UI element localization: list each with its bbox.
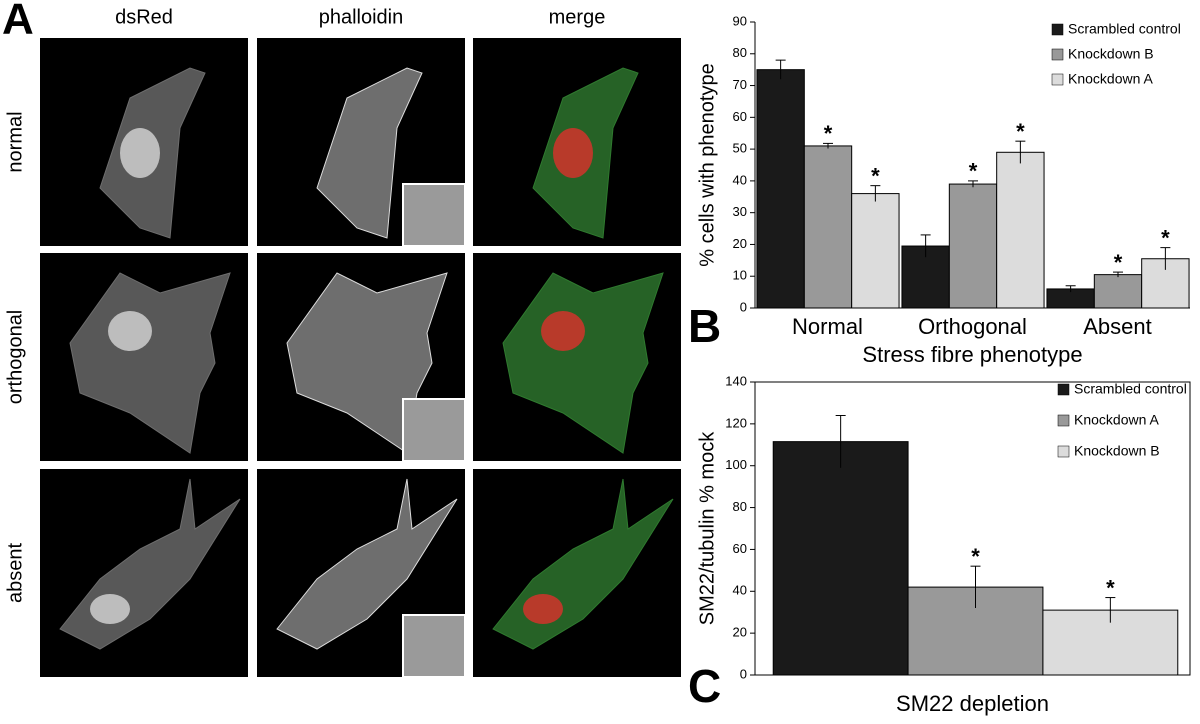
y-tick-label: 60 [733, 541, 747, 556]
x-axis-label: SM22 depletion [896, 691, 1049, 716]
legend-swatch [1057, 383, 1070, 396]
bar [1093, 274, 1143, 309]
significance: * [969, 159, 978, 184]
column-header: merge [549, 6, 606, 28]
nucleus [541, 311, 585, 351]
significance: * [971, 544, 980, 569]
y-tick-label: 50 [733, 141, 747, 156]
cell [502, 272, 664, 454]
y-tick-label: 20 [733, 625, 747, 640]
legend-label: Knockdown A [1074, 412, 1159, 428]
legend-swatch [1051, 48, 1064, 61]
cell [69, 272, 231, 454]
y-tick-label: 40 [733, 583, 747, 598]
y-tick-label: 120 [725, 415, 747, 430]
nucleus [523, 594, 563, 624]
y-tick-label: 80 [733, 45, 747, 60]
panel-label: C [688, 660, 721, 712]
cell [316, 67, 423, 239]
legend-label: Knockdown B [1068, 46, 1154, 62]
y-axis-label: % cells with phenotype [696, 63, 718, 266]
x-tick-label: Orthogonal [918, 314, 1027, 339]
legend-label: Scrambled control [1068, 21, 1181, 37]
nucleus [553, 128, 593, 178]
panel-label: B [688, 300, 721, 352]
cell [276, 478, 458, 650]
inset [402, 614, 466, 678]
legend-swatch [1051, 23, 1064, 36]
y-tick-label: 100 [725, 457, 747, 472]
y-tick-label: 20 [733, 236, 747, 251]
legend-label: Knockdown A [1068, 71, 1153, 87]
y-tick-label: 80 [733, 499, 747, 514]
x-axis-label: Stress fibre phenotype [862, 342, 1082, 367]
legend-swatch [1057, 445, 1070, 458]
x-tick-label: Absent [1083, 314, 1152, 339]
bar [948, 183, 998, 309]
nucleus [120, 128, 160, 178]
y-tick-label: 90 [733, 13, 747, 28]
significance: * [1106, 575, 1115, 600]
bar [803, 145, 853, 309]
bar [851, 193, 900, 309]
y-tick-label: 70 [733, 77, 747, 92]
significance: * [871, 163, 880, 188]
y-tick-label: 0 [740, 666, 747, 681]
inset [402, 183, 466, 247]
row-label: orthogonal [4, 310, 26, 405]
column-header: dsRed [115, 6, 173, 28]
y-tick-label: 60 [733, 109, 747, 124]
column-header: phalloidin [319, 6, 404, 28]
y-tick-label: 140 [725, 373, 747, 388]
y-axis-label: SM22/tubulin % mock [696, 431, 718, 625]
y-tick-label: 10 [733, 268, 747, 283]
y-tick-label: 30 [733, 204, 747, 219]
significance: * [1114, 250, 1123, 275]
y-tick-label: 0 [740, 299, 747, 314]
legend-label: Knockdown B [1074, 443, 1160, 459]
nucleus [108, 311, 152, 351]
legend-label: Scrambled control [1074, 381, 1187, 397]
nucleus [90, 594, 130, 624]
bar [772, 441, 909, 676]
legend-swatch [1051, 73, 1064, 86]
significance: * [1161, 225, 1170, 250]
bar [756, 69, 805, 309]
legend-swatch [1057, 414, 1070, 427]
inset [402, 398, 466, 462]
y-tick-label: 40 [733, 172, 747, 187]
significance: * [824, 121, 833, 146]
significance: * [1016, 119, 1025, 144]
row-label: absent [4, 543, 26, 603]
row-label: normal [4, 111, 26, 172]
x-tick-label: Normal [792, 314, 863, 339]
panel-label: A [2, 0, 34, 44]
bar [996, 151, 1045, 309]
